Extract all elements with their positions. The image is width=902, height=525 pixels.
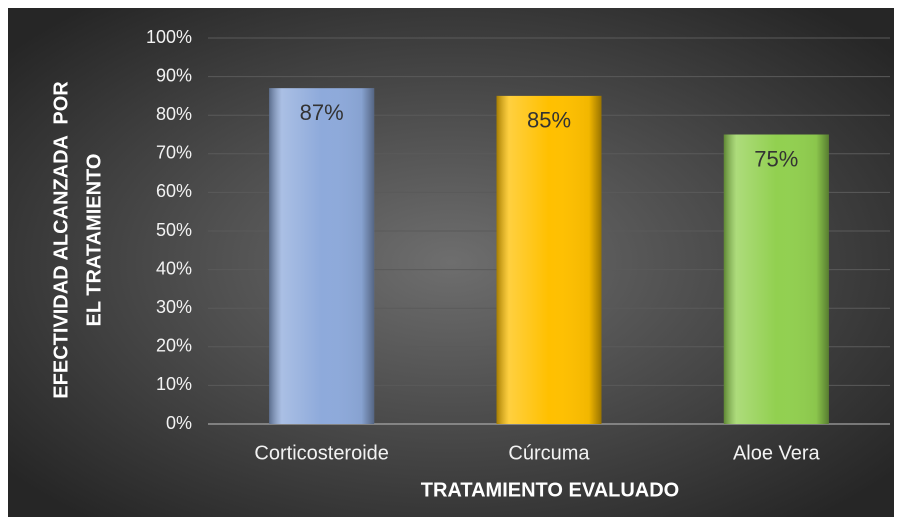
y-axis-title: EFECTIVIDAD ALCANZADA POR bbox=[50, 81, 72, 399]
x-tick-label: Cúrcuma bbox=[508, 442, 590, 464]
y-tick-label: 10% bbox=[156, 374, 192, 394]
y-tick-label: 0% bbox=[166, 413, 192, 433]
y-axis-title: EL TRATAMIENTO bbox=[83, 154, 105, 327]
y-tick-label: 90% bbox=[156, 65, 192, 85]
y-tick-label: 100% bbox=[146, 27, 192, 47]
y-tick-label: 50% bbox=[156, 220, 192, 240]
bar-shading bbox=[723, 134, 829, 424]
y-tick-label: 60% bbox=[156, 181, 192, 201]
y-tick-label: 40% bbox=[156, 258, 192, 278]
bar-shading bbox=[269, 88, 375, 425]
y-tick-label: 30% bbox=[156, 297, 192, 317]
y-tick-label: 80% bbox=[156, 104, 192, 124]
y-tick-label: 20% bbox=[156, 336, 192, 356]
x-tick-label: Corticosteroide bbox=[254, 442, 389, 464]
data-label: 87% bbox=[300, 100, 344, 125]
x-tick-label: Aloe Vera bbox=[733, 442, 821, 464]
data-label: 85% bbox=[527, 108, 571, 133]
data-label: 75% bbox=[754, 146, 798, 171]
y-tick-label: 70% bbox=[156, 143, 192, 163]
bar-shading bbox=[496, 95, 602, 425]
x-axis-title: TRATAMIENTO EVALUADO bbox=[421, 479, 680, 501]
